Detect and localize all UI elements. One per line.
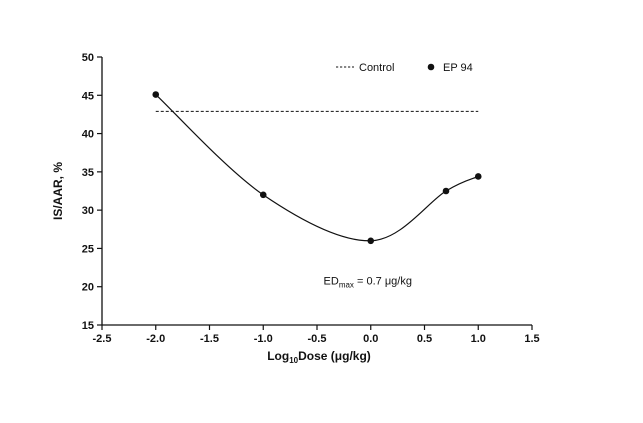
series-layer [152, 91, 482, 245]
y-tick-label: 50 [82, 52, 94, 64]
y-tick-label: 15 [82, 320, 94, 332]
axes: -2.5 -2.0 -1.5 -1.0 -0.5 0.0 0.5 1.0 1.5 15 20 25 3… [82, 52, 540, 345]
annotation-main: ED [324, 275, 339, 287]
y-tick-label: 45 [82, 90, 94, 102]
x-axis-title-rest: Dose (μg/kg) [298, 349, 371, 363]
ep94-point [152, 91, 160, 98]
ep94-point [442, 187, 450, 195]
y-ticks: 15 20 25 30 35 40 45 50 [82, 52, 102, 332]
x-tick-label: -1.5 [200, 333, 219, 345]
legend: Control EP 94 [336, 62, 473, 74]
annotation-subscript: max [339, 280, 354, 289]
y-tick-label: 20 [82, 282, 94, 294]
annotation-rest: = 0.7 μg/kg [354, 275, 412, 287]
ep94-point [259, 191, 267, 199]
x-axis-title-subscript: 10 [289, 356, 298, 365]
x-axis-title-main: Log [267, 349, 289, 363]
x-tick-label: -1.0 [254, 333, 273, 345]
x-tick-label: -2.5 [93, 333, 112, 345]
legend-ep94-label: EP 94 [443, 62, 473, 74]
x-tick-label: 0.0 [363, 333, 378, 345]
legend-ep94-marker [427, 63, 435, 71]
y-axis-title: IS/AAR, % [51, 162, 65, 220]
legend-control-label: Control [359, 62, 394, 74]
ep94-curve [155, 94, 479, 242]
x-tick-label: 0.5 [417, 333, 432, 345]
y-tick-label: 40 [82, 129, 94, 141]
x-tick-label: 1.5 [524, 333, 539, 345]
x-tick-label: -2.0 [146, 333, 165, 345]
ep94-point [474, 173, 482, 180]
x-tick-label: -0.5 [308, 333, 327, 345]
x-axis-title: Log10Dose (μg/kg) [267, 349, 371, 365]
x-ticks: -2.5 -2.0 -1.5 -1.0 -0.5 0.0 0.5 1.0 1.5 [93, 325, 540, 345]
y-tick-label: 25 [82, 243, 94, 255]
ep94-point [367, 237, 375, 245]
y-tick-label: 30 [82, 205, 94, 217]
ed-max-annotation: EDmax = 0.7 μg/kg [324, 275, 412, 289]
y-tick-label: 35 [82, 167, 94, 179]
x-tick-label: 1.0 [471, 333, 486, 345]
